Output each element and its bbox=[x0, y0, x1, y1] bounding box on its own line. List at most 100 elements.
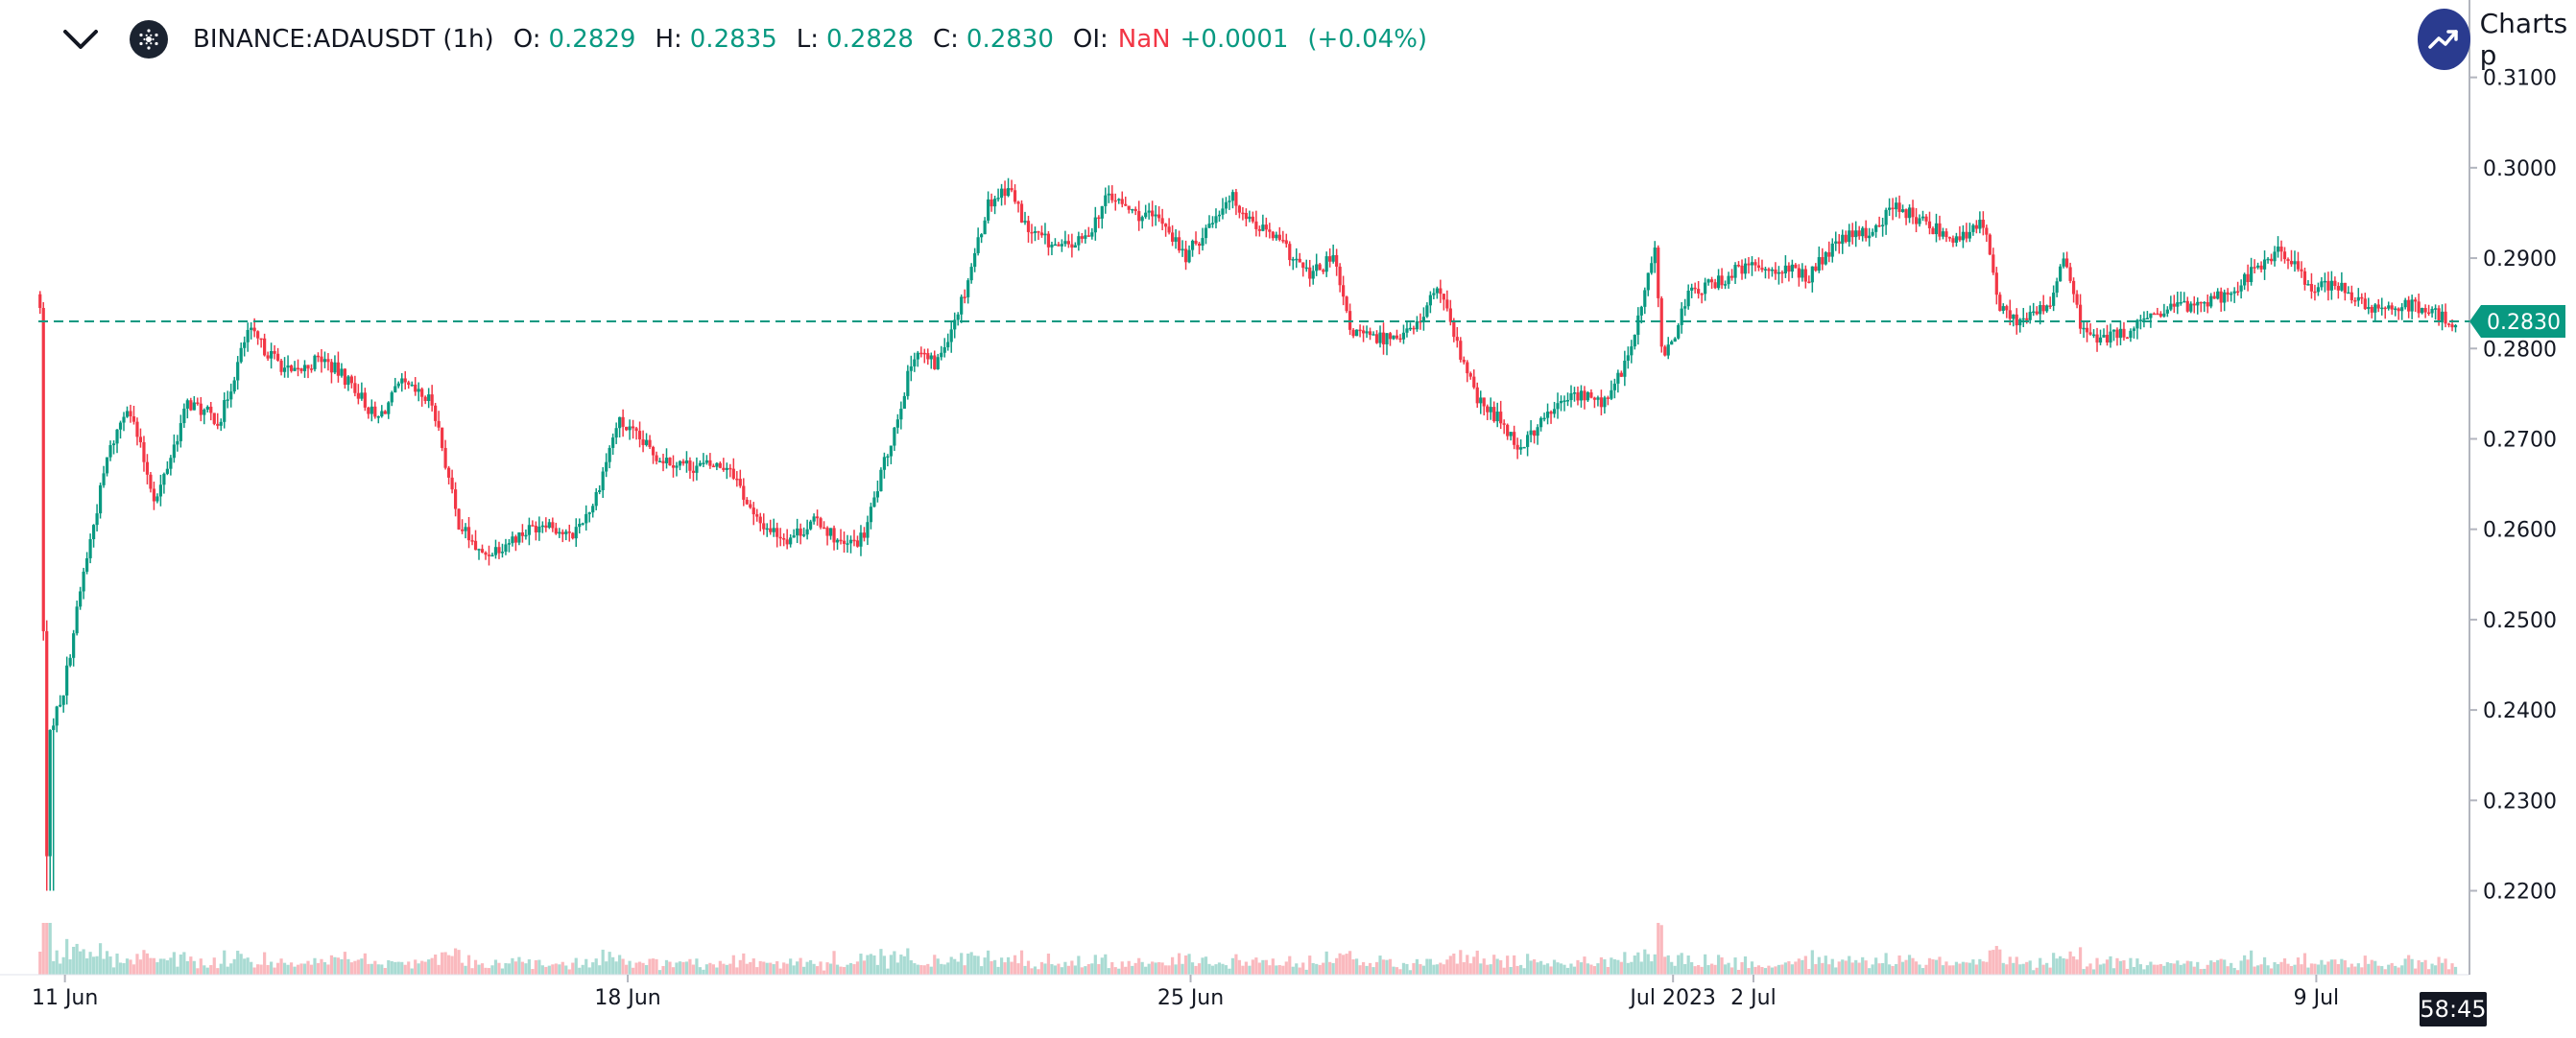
candle-body bbox=[956, 314, 960, 320]
volume-bar bbox=[427, 959, 431, 975]
volume-bar bbox=[587, 967, 591, 975]
candle-body bbox=[718, 462, 722, 468]
candle-body bbox=[2199, 301, 2203, 304]
candle-body bbox=[517, 531, 521, 543]
volume-bar bbox=[799, 957, 802, 975]
volume-bar bbox=[102, 958, 106, 975]
candle-body bbox=[2142, 318, 2146, 320]
volume-bar bbox=[2356, 963, 2360, 975]
volume-bar bbox=[1810, 950, 1814, 975]
candle-body bbox=[1897, 202, 1901, 212]
candle-body bbox=[420, 389, 424, 397]
volume-bar bbox=[2276, 964, 2280, 975]
candle-body bbox=[1747, 263, 1751, 266]
chevron-down-icon[interactable] bbox=[55, 13, 107, 65]
volume-bar bbox=[567, 969, 571, 975]
candle-body bbox=[205, 406, 209, 410]
volume-bar bbox=[668, 961, 672, 975]
candle-body bbox=[637, 431, 642, 439]
volume-bar bbox=[1311, 962, 1315, 975]
volume-bar bbox=[1221, 963, 1225, 975]
candle-body bbox=[72, 633, 76, 658]
candle-body bbox=[1868, 235, 1872, 239]
candle-body bbox=[1884, 209, 1888, 225]
volume-bar bbox=[1295, 963, 1299, 975]
volume-bar bbox=[68, 959, 72, 975]
candle-body bbox=[135, 421, 139, 437]
candle-body bbox=[1920, 216, 1925, 219]
candle-body bbox=[1351, 329, 1355, 337]
volume-bar bbox=[329, 955, 334, 975]
volume-bar bbox=[1013, 955, 1017, 975]
candle-body bbox=[802, 534, 806, 536]
candle-body bbox=[68, 657, 72, 666]
price-axis[interactable]: 0.3100 0.3000 0.2900 0.2800 0.2700 0.2600 0.25… bbox=[2469, 67, 2557, 905]
volume-bar bbox=[2300, 964, 2303, 975]
volume-bar bbox=[2259, 964, 2263, 975]
volume-bar bbox=[493, 959, 498, 975]
volume-bar bbox=[1992, 950, 1995, 975]
volume-bar bbox=[243, 958, 247, 975]
volume-bar bbox=[400, 961, 404, 975]
candle-body bbox=[2132, 328, 2136, 331]
volume-bar bbox=[2232, 967, 2236, 975]
candle-body bbox=[396, 383, 400, 387]
volume-bar bbox=[2446, 969, 2451, 975]
volume-bar bbox=[1046, 954, 1051, 975]
volume-bar bbox=[933, 955, 937, 975]
candle-body bbox=[1704, 282, 1707, 295]
volume-bar bbox=[936, 958, 940, 975]
candle-body bbox=[2118, 328, 2123, 339]
candle-body bbox=[1086, 235, 1090, 237]
price-tick-label: 0.2600 bbox=[2483, 519, 2557, 543]
volume-bar bbox=[664, 959, 669, 975]
volume-bar bbox=[755, 967, 759, 975]
volume-bar bbox=[1298, 967, 1301, 975]
volume-bar bbox=[1177, 953, 1181, 975]
symbol-title[interactable]: BINANCE:ADAUSDT (1h) bbox=[193, 25, 494, 54]
volume-bar bbox=[611, 956, 615, 975]
volume-bar bbox=[571, 962, 575, 975]
volume-bar bbox=[1066, 965, 1070, 975]
volume-bar bbox=[1475, 950, 1479, 975]
volume-bar bbox=[1657, 923, 1660, 975]
candle-body bbox=[2203, 301, 2206, 304]
candle-body bbox=[2255, 265, 2260, 268]
volume-bar bbox=[1891, 965, 1895, 975]
candle-body bbox=[1673, 338, 1677, 342]
volume-bar bbox=[349, 962, 353, 975]
candle-body bbox=[1244, 212, 1248, 220]
candle-body bbox=[2282, 251, 2287, 260]
candle-body bbox=[1864, 227, 1868, 239]
volume-bar bbox=[999, 957, 1004, 975]
candle-body bbox=[1452, 321, 1456, 338]
volume-bar bbox=[2400, 965, 2404, 975]
volume-bar bbox=[681, 961, 685, 975]
volume-bar bbox=[185, 960, 189, 975]
volume-bar bbox=[2082, 969, 2086, 975]
candle-body bbox=[1974, 224, 1978, 229]
volume-bar bbox=[762, 961, 766, 975]
candle-body bbox=[2021, 318, 2025, 320]
volume-bar bbox=[457, 950, 461, 975]
candle-body bbox=[973, 252, 977, 268]
candle-body bbox=[933, 355, 937, 369]
volume-bar bbox=[1331, 962, 1335, 975]
candle-body bbox=[1639, 306, 1643, 316]
time-axis[interactable]: 11 Jun 18 Jun 25 Jun Jul 2023 2 Jul 9 Jul bbox=[32, 975, 2339, 1010]
volume-bar bbox=[142, 950, 146, 975]
time-tick-label: 11 Jun bbox=[32, 986, 98, 1010]
candle-body bbox=[1659, 297, 1663, 347]
candle-body bbox=[1066, 241, 1070, 245]
brand-logo[interactable]: Charts p bbox=[2418, 8, 2576, 71]
candle-body bbox=[108, 445, 112, 458]
volume-bar bbox=[1556, 962, 1560, 975]
volume-bar bbox=[598, 965, 602, 975]
volume-bar bbox=[2219, 958, 2223, 975]
volume-bar bbox=[1315, 963, 1319, 975]
volume-bar bbox=[2390, 962, 2394, 975]
volume-bar bbox=[1720, 956, 1724, 975]
volume-bar bbox=[929, 966, 933, 975]
volume-bar bbox=[1354, 958, 1359, 975]
